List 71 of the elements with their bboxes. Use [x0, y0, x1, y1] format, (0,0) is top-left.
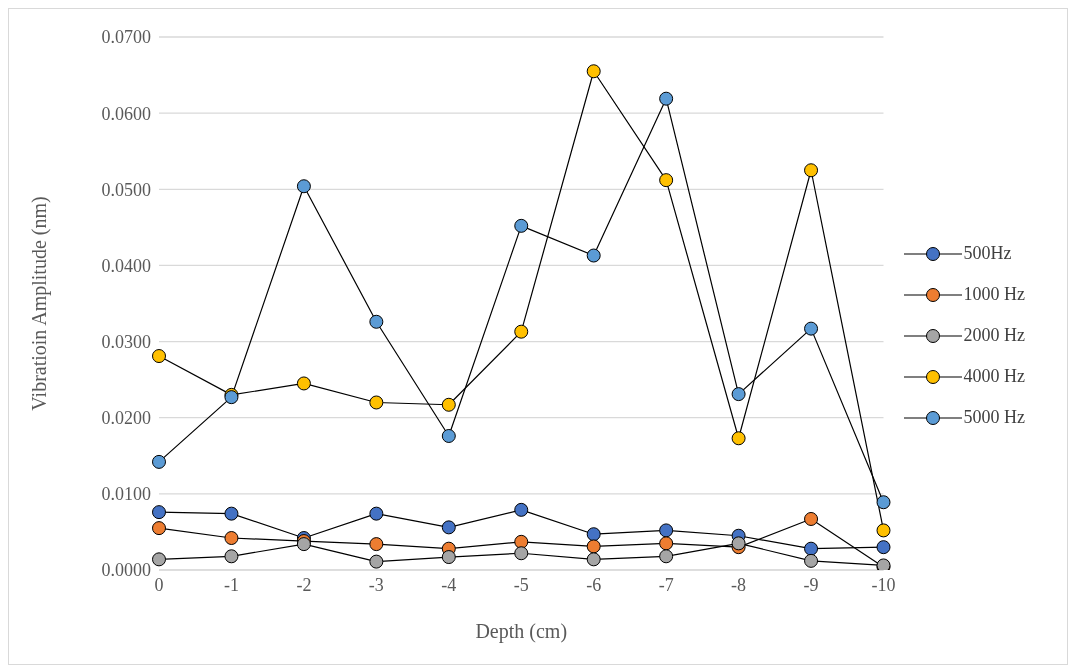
- point: [441, 550, 456, 565]
- point: [224, 506, 239, 521]
- x-tick-label: -4: [441, 574, 457, 595]
- x-tick-label: -7: [658, 574, 674, 595]
- point: [804, 553, 819, 568]
- point: [586, 539, 601, 554]
- x-tick-label: -5: [513, 574, 529, 595]
- x-tick-label: -2: [296, 574, 312, 595]
- x-tick-label: -10: [871, 574, 896, 595]
- point: [296, 376, 311, 391]
- point: [152, 521, 166, 536]
- point: [441, 397, 456, 412]
- y-tick-label: 0.0500: [101, 179, 151, 200]
- point: [659, 523, 674, 538]
- point: [152, 349, 166, 364]
- legend-label: 1000 Hz: [963, 284, 1025, 305]
- point: [876, 495, 891, 510]
- point: [296, 179, 311, 194]
- point: [152, 454, 166, 469]
- y-tick-label: 0.0400: [101, 255, 151, 276]
- point: [731, 431, 746, 446]
- point: [224, 549, 239, 564]
- point: [152, 552, 166, 567]
- legend-label: 4000 Hz: [963, 366, 1025, 387]
- point: [586, 64, 601, 79]
- point: [804, 511, 819, 526]
- y-tick-label: 0.0100: [101, 484, 151, 505]
- point: [659, 536, 674, 551]
- point: [804, 541, 819, 556]
- point: [514, 502, 529, 517]
- point: [441, 520, 456, 535]
- point: [804, 163, 819, 178]
- y-tick-label: 0.0000: [101, 560, 151, 581]
- y-tick-label: 0.0600: [101, 103, 151, 124]
- point: [152, 505, 166, 520]
- point: [586, 527, 601, 542]
- x-axis-title: Depth (cm): [475, 620, 568, 643]
- point: [876, 540, 891, 555]
- point: [514, 218, 529, 233]
- point: [659, 173, 674, 188]
- x-tick-label: -9: [803, 574, 819, 595]
- x-tick-label: -6: [586, 574, 602, 595]
- point: [369, 506, 384, 521]
- y-tick-label: 0.0300: [101, 331, 151, 352]
- point: [586, 552, 601, 567]
- point: [659, 91, 674, 106]
- x-tick-label: -3: [368, 574, 384, 595]
- legend-label: 500Hz: [963, 243, 1012, 264]
- legend-label: 5000 Hz: [963, 407, 1025, 428]
- point: [731, 387, 746, 402]
- point: [514, 534, 529, 549]
- x-tick-label: -1: [223, 574, 239, 595]
- point: [876, 523, 891, 538]
- point: [586, 248, 601, 263]
- point: [441, 428, 456, 443]
- y-tick-label: 0.0200: [101, 408, 151, 429]
- point: [659, 549, 674, 564]
- point: [369, 537, 384, 552]
- y-axis-title: Vibratioin Amplitude (nm): [28, 196, 52, 411]
- point: [731, 536, 746, 551]
- point: [369, 314, 384, 329]
- point: [224, 531, 239, 546]
- y-tick-label: 0.0700: [101, 27, 151, 48]
- x-tick-label: -8: [731, 574, 747, 595]
- legend-label: 2000 Hz: [963, 325, 1025, 346]
- point: [804, 321, 819, 336]
- point: [514, 546, 529, 561]
- point: [369, 395, 384, 410]
- point: [369, 554, 384, 569]
- x-tick-label: 0: [154, 574, 164, 595]
- point: [514, 324, 529, 339]
